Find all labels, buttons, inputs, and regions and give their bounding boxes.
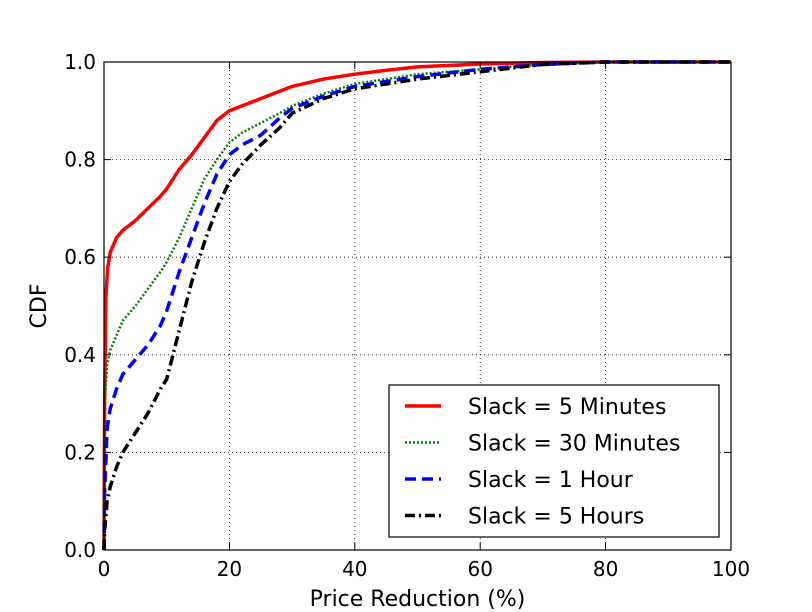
x-tick-label: 0 <box>98 557 111 581</box>
y-tick-label: 0.6 <box>64 245 96 269</box>
x-tick-label: 100 <box>712 557 750 581</box>
series-line-3 <box>102 60 731 551</box>
axis-ticks <box>103 61 732 551</box>
x-tick-label: 80 <box>593 557 618 581</box>
series-line-4 <box>102 60 731 551</box>
x-tick-labels: 0 20 40 60 80 100 <box>98 557 750 581</box>
y-axis-label: CDF <box>27 284 52 329</box>
y-tick-label: 0.0 <box>64 538 96 562</box>
legend-label: Slack = 5 Hours <box>468 505 644 530</box>
y-tick-label: 1.0 <box>64 50 96 74</box>
x-tick-label: 40 <box>342 557 367 581</box>
y-tick-label: 0.8 <box>64 148 96 172</box>
series-line-2 <box>102 60 731 551</box>
y-tick-label: 0.4 <box>64 343 96 367</box>
legend: Slack = 5 Minutes Slack = 30 Minutes Slack… <box>388 384 720 538</box>
plot-frame <box>103 61 732 551</box>
x-tick-label: 60 <box>467 557 492 581</box>
legend-box <box>388 384 720 538</box>
series-line-1 <box>102 60 731 551</box>
legend-label: Slack = 5 Minutes <box>468 395 666 420</box>
y-tick-labels: 0.0 0.2 0.4 0.6 0.8 1.0 <box>64 50 96 562</box>
y-tick-label: 0.2 <box>64 440 96 464</box>
legend-label: Slack = 30 Minutes <box>468 432 680 457</box>
x-axis-label: Price Reduction (%) <box>310 587 526 612</box>
series-lines <box>102 60 731 551</box>
x-tick-label: 20 <box>217 557 242 581</box>
legend-label: Slack = 1 Hour <box>468 468 634 493</box>
